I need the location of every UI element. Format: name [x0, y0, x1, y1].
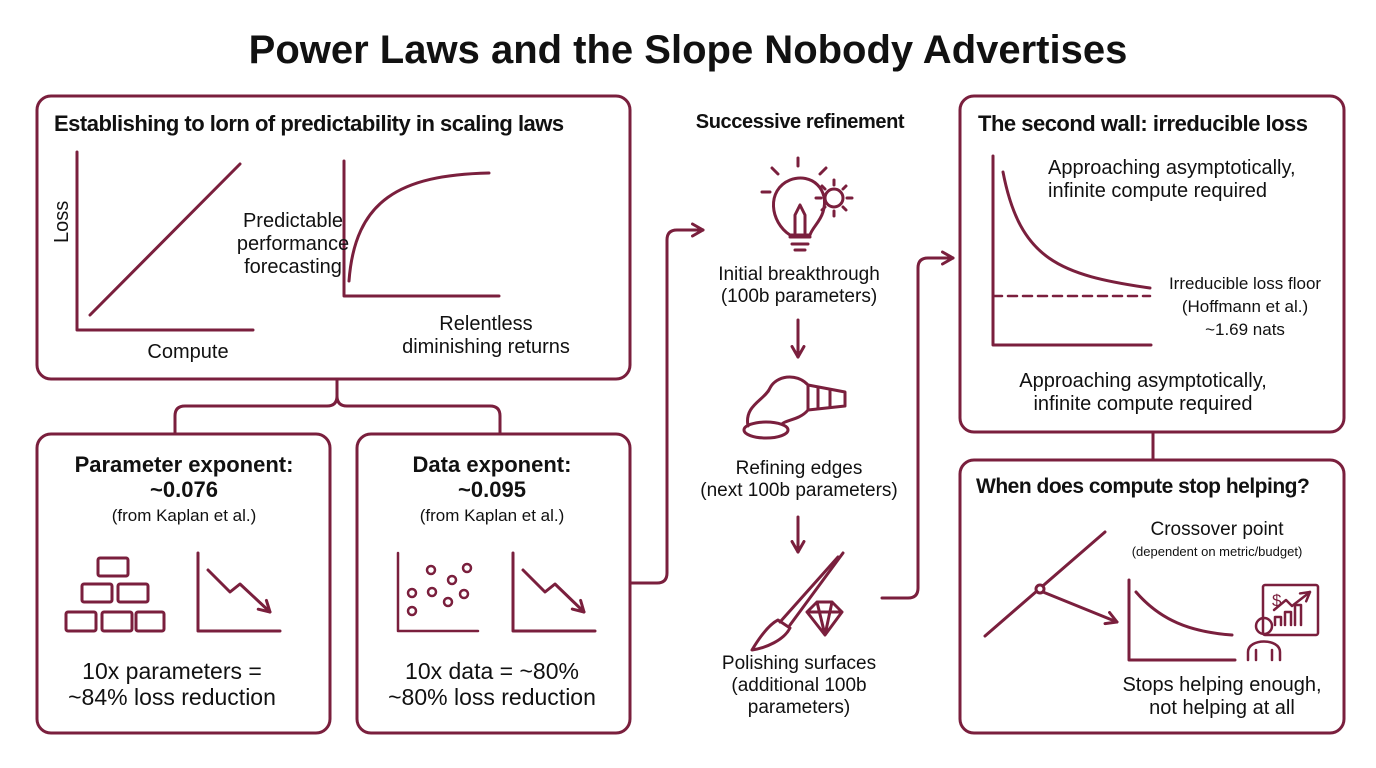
note-line: infinite compute required: [1033, 393, 1253, 415]
parameter-exponent-header: Parameter exponent: ~0.076 (from Kaplan …: [75, 452, 294, 525]
parameter-exponent-source: (from Kaplan et al.): [111, 505, 257, 525]
refinement-step-1: Initial breakthrough (100b parameters): [718, 264, 880, 308]
step-line: (100b parameters): [720, 285, 878, 307]
caption-line: diminishing returns: [402, 336, 570, 358]
linear-chart-axes: [75, 150, 255, 332]
wall-bottom-note: Approaching asymptotically, infinite com…: [1019, 370, 1267, 416]
scatter-dots-icon: [396, 551, 480, 633]
crossover-arrow: [1041, 590, 1119, 626]
y-axis-label: Loss: [51, 200, 73, 243]
refinement-step-2: Refining edges (next 100b parameters): [700, 458, 898, 502]
loss-floor-label: Irreducible loss floor (Hoffmann et al.)…: [1169, 273, 1321, 342]
predictable-caption: Predictable performance forecasting: [237, 210, 349, 279]
note-line: Approaching asymptotically,: [1048, 157, 1296, 179]
crossover-point-marker: [1034, 583, 1046, 595]
saturating-chart-axes: [342, 159, 501, 298]
panel-parameter-frame: [35, 432, 332, 735]
data-result: 10x data = ~80% ~80% loss reduction: [388, 658, 596, 711]
result-line: 10x data = ~80%: [405, 658, 579, 684]
step-line: Refining edges: [735, 458, 863, 479]
downtrend-chart-icon: [511, 551, 597, 633]
diminishing-caption: Relentless diminishing returns: [402, 313, 570, 359]
wall-top-note: Approaching asymptotically, infinite com…: [1048, 157, 1296, 203]
downtrend-chart-icon: [196, 551, 282, 633]
result-line: 10x parameters =: [82, 658, 262, 684]
data-exponent-header: Data exponent: ~0.095 (from Kaplan et al…: [413, 452, 572, 525]
result-line: ~80% loss reduction: [388, 684, 596, 711]
caption-line: forecasting: [244, 256, 342, 278]
caption-line: Predictable: [242, 210, 344, 232]
panel-predictability-frame: [35, 94, 632, 381]
caption-line: Relentless: [439, 313, 533, 335]
flow-arrow-2: [880, 250, 955, 600]
polisher-icon: [742, 375, 847, 440]
person-presenting-chart-icon: [1246, 583, 1320, 662]
result-line: ~84% loss reduction: [68, 684, 276, 711]
x-axis-label: Compute: [147, 341, 229, 363]
data-exponent-value: ~0.095: [458, 477, 526, 503]
stop-bottom-caption: Stops helping enough, not helping at all: [1122, 674, 1321, 720]
panel-predictability-title: Establishing to lorn of predictability i…: [54, 111, 564, 136]
refinement-step-3: Polishing surfaces (additional 100b para…: [722, 653, 876, 719]
lightbulb-gear-icon: [760, 156, 854, 252]
crossover-note: (dependent on metric/budget): [1131, 544, 1303, 559]
caption-line: Stops helping enough,: [1122, 674, 1322, 696]
step-line: (next 100b parameters): [700, 479, 898, 501]
caption-line: not helping at all: [1149, 697, 1295, 719]
step-line: Polishing surfaces: [721, 653, 877, 674]
crossover-label: Crossover point: [1150, 519, 1284, 540]
panel-stop-title: When does compute stop helping?: [976, 475, 1310, 498]
step-line: Initial breakthrough: [718, 264, 880, 285]
dollar-sign-icon: $: [1272, 591, 1282, 610]
saturating-chart-curve: [347, 171, 491, 283]
linear-chart-line: [88, 162, 242, 317]
stop-chart-curve: [1134, 590, 1234, 637]
caption-line: performance: [236, 233, 350, 255]
floor-line: Irreducible loss floor: [1168, 274, 1322, 293]
step-line: parameters): [747, 696, 851, 718]
step-line: (additional 100b: [731, 674, 867, 696]
refinement-title: Successive refinement: [695, 111, 905, 133]
parameter-exponent-value: ~0.076: [150, 477, 218, 503]
bricks-icon: [64, 556, 166, 633]
data-exponent-source: (from Kaplan et al.): [419, 505, 565, 525]
panel-wall-title: The second wall: irreducible loss: [978, 111, 1308, 136]
flow-arrow-1: [628, 222, 705, 585]
floor-line: ~1.69 nats: [1205, 319, 1285, 339]
brush-diamond-icon: [750, 551, 845, 652]
parameter-result: 10x parameters = ~84% loss reduction: [68, 658, 276, 711]
data-exponent-title: Data exponent:: [412, 452, 572, 477]
crossover-line: [983, 530, 1107, 638]
bracket-connector: [173, 377, 502, 436]
parameter-exponent-title: Parameter exponent:: [74, 452, 294, 477]
stop-chart-axes: [1127, 578, 1237, 662]
wall-chart-curve: [1001, 170, 1152, 290]
page-title: Power Laws and the Slope Nobody Advertis…: [248, 28, 1128, 72]
note-line: Approaching asymptotically,: [1019, 370, 1267, 392]
wall-chart-axes: [991, 154, 1153, 347]
note-line: infinite compute required: [1048, 180, 1268, 202]
floor-line: (Hoffmann et al.): [1181, 296, 1309, 316]
